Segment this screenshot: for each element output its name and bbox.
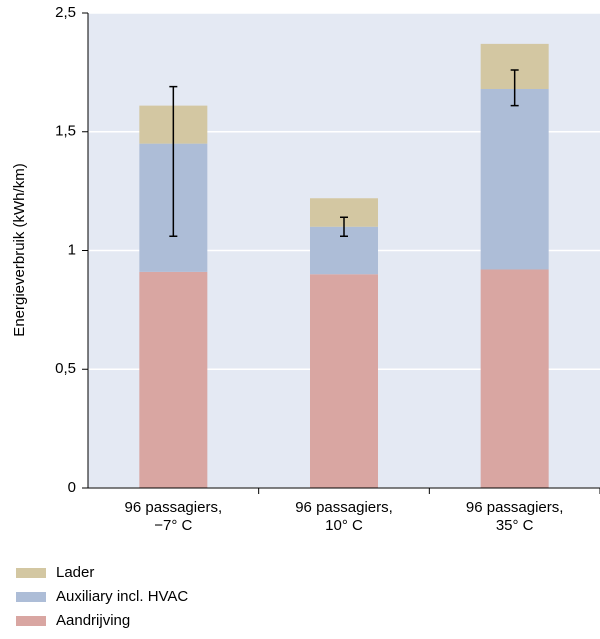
legend-label: Aandrijving <box>56 612 130 629</box>
bar-segment <box>480 89 549 270</box>
bar-segment <box>480 269 549 488</box>
bar-segment <box>139 271 208 488</box>
y-tick-label: 0 <box>68 479 76 496</box>
bar-segment <box>310 274 378 488</box>
y-axis-title: Energieverbruik (kWh/km) <box>11 163 28 336</box>
x-tick-label: 96 passagiers, 10° C <box>295 499 393 534</box>
legend-label: Auxiliary incl. HVAC <box>56 588 188 605</box>
legend-swatch <box>16 616 46 626</box>
legend-swatch <box>16 568 46 578</box>
y-tick-label: 1 <box>68 241 76 258</box>
y-tick-label: 1,5 <box>55 123 76 140</box>
x-tick-label: 96 passagiers, −7° C <box>124 499 223 534</box>
y-tick-label: 2,5 <box>55 4 76 21</box>
y-tick-label: 0,5 <box>55 360 76 377</box>
x-tick-label: 96 passagiers, 35° C <box>465 499 564 534</box>
legend-label: Lader <box>56 564 94 581</box>
legend-swatch <box>16 592 46 602</box>
